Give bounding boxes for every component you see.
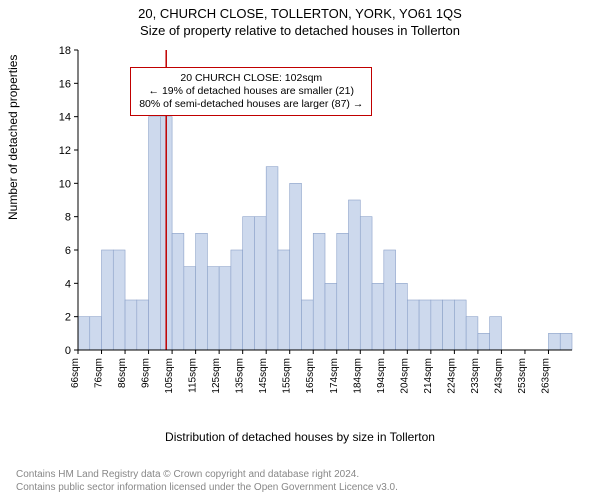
histogram-bar <box>102 250 114 350</box>
histogram-bar <box>384 250 396 350</box>
chart-sub-title: Size of property relative to detached ho… <box>0 21 600 38</box>
x-tick-label: 214sqm <box>423 358 434 394</box>
x-tick-label: 174sqm <box>329 358 340 394</box>
x-tick-label: 263sqm <box>540 358 551 394</box>
histogram-bar <box>372 283 384 350</box>
x-tick-label: 125sqm <box>211 358 222 394</box>
histogram-bar <box>184 267 196 350</box>
histogram-bar <box>466 317 478 350</box>
histogram-bar <box>301 300 313 350</box>
footer-line-1: Contains HM Land Registry data © Crown c… <box>16 469 398 482</box>
y-tick-label: 2 <box>65 312 71 324</box>
x-tick-label: 145sqm <box>258 358 269 394</box>
x-tick-label: 184sqm <box>352 358 363 394</box>
y-tick-label: 16 <box>59 78 71 90</box>
histogram-bar <box>90 317 102 350</box>
x-tick-label: 115sqm <box>188 358 199 393</box>
histogram-bar <box>113 250 125 350</box>
histogram-bar <box>478 333 490 350</box>
histogram-bar <box>231 250 243 350</box>
y-tick-label: 10 <box>59 178 71 190</box>
histogram-bar <box>313 233 325 350</box>
histogram-bar <box>454 300 466 350</box>
histogram-bar <box>219 267 231 350</box>
y-tick-label: 14 <box>59 112 71 124</box>
x-tick-label: 105sqm <box>164 358 175 394</box>
histogram-bar <box>172 233 184 350</box>
histogram-bar <box>125 300 137 350</box>
footer-attribution: Contains HM Land Registry data © Crown c… <box>16 469 398 494</box>
y-tick-label: 6 <box>65 245 71 257</box>
histogram-bar <box>325 283 337 350</box>
y-tick-label: 4 <box>65 278 71 290</box>
y-tick-label: 8 <box>65 212 71 224</box>
x-axis-label: Distribution of detached houses by size … <box>0 430 600 444</box>
histogram-bar <box>407 300 419 350</box>
x-tick-label: 253sqm <box>517 358 528 394</box>
annotation-line-1: 20 CHURCH CLOSE: 102sqm <box>139 72 363 85</box>
x-tick-label: 135sqm <box>235 358 246 394</box>
histogram-bar <box>278 250 290 350</box>
histogram-bar <box>137 300 149 350</box>
x-tick-label: 224sqm <box>446 358 457 394</box>
x-tick-label: 86sqm <box>117 358 128 388</box>
annotation-box: 20 CHURCH CLOSE: 102sqm ← 19% of detache… <box>130 67 372 116</box>
histogram-bar <box>78 317 90 350</box>
y-tick-label: 18 <box>59 46 71 57</box>
x-tick-label: 76sqm <box>94 358 105 388</box>
histogram-bar <box>396 283 408 350</box>
y-tick-label: 0 <box>65 345 71 357</box>
annotation-line-2: ← 19% of detached houses are smaller (21… <box>139 85 363 98</box>
x-tick-label: 155sqm <box>282 358 293 394</box>
footer-line-2: Contains public sector information licen… <box>16 482 398 495</box>
histogram-bar <box>207 267 219 350</box>
x-tick-label: 194sqm <box>376 358 387 394</box>
x-tick-label: 165sqm <box>305 358 316 394</box>
x-tick-label: 243sqm <box>493 358 504 394</box>
histogram-bar <box>548 333 560 350</box>
histogram-bar <box>419 300 431 350</box>
histogram-bar <box>254 217 266 350</box>
histogram-bar <box>490 317 502 350</box>
y-tick-label: 12 <box>59 145 71 157</box>
annotation-line-3: 80% of semi-detached houses are larger (… <box>139 98 363 111</box>
y-axis-label: Number of detached properties <box>6 55 20 220</box>
histogram-bar <box>243 217 255 350</box>
x-tick-label: 233sqm <box>470 358 481 394</box>
x-tick-label: 66sqm <box>70 358 81 388</box>
x-tick-label: 96sqm <box>141 358 152 388</box>
histogram-bar <box>360 217 372 350</box>
histogram-bar <box>431 300 443 350</box>
histogram-bar <box>337 233 349 350</box>
histogram-bar <box>560 333 572 350</box>
x-tick-label: 204sqm <box>399 358 410 394</box>
chart-main-title: 20, CHURCH CLOSE, TOLLERTON, YORK, YO61 … <box>0 0 600 21</box>
histogram-bar <box>196 233 208 350</box>
histogram-bar <box>290 183 302 350</box>
histogram-bar <box>266 167 278 350</box>
histogram-bar <box>443 300 455 350</box>
histogram-bar <box>349 200 361 350</box>
histogram-bar <box>149 117 161 350</box>
